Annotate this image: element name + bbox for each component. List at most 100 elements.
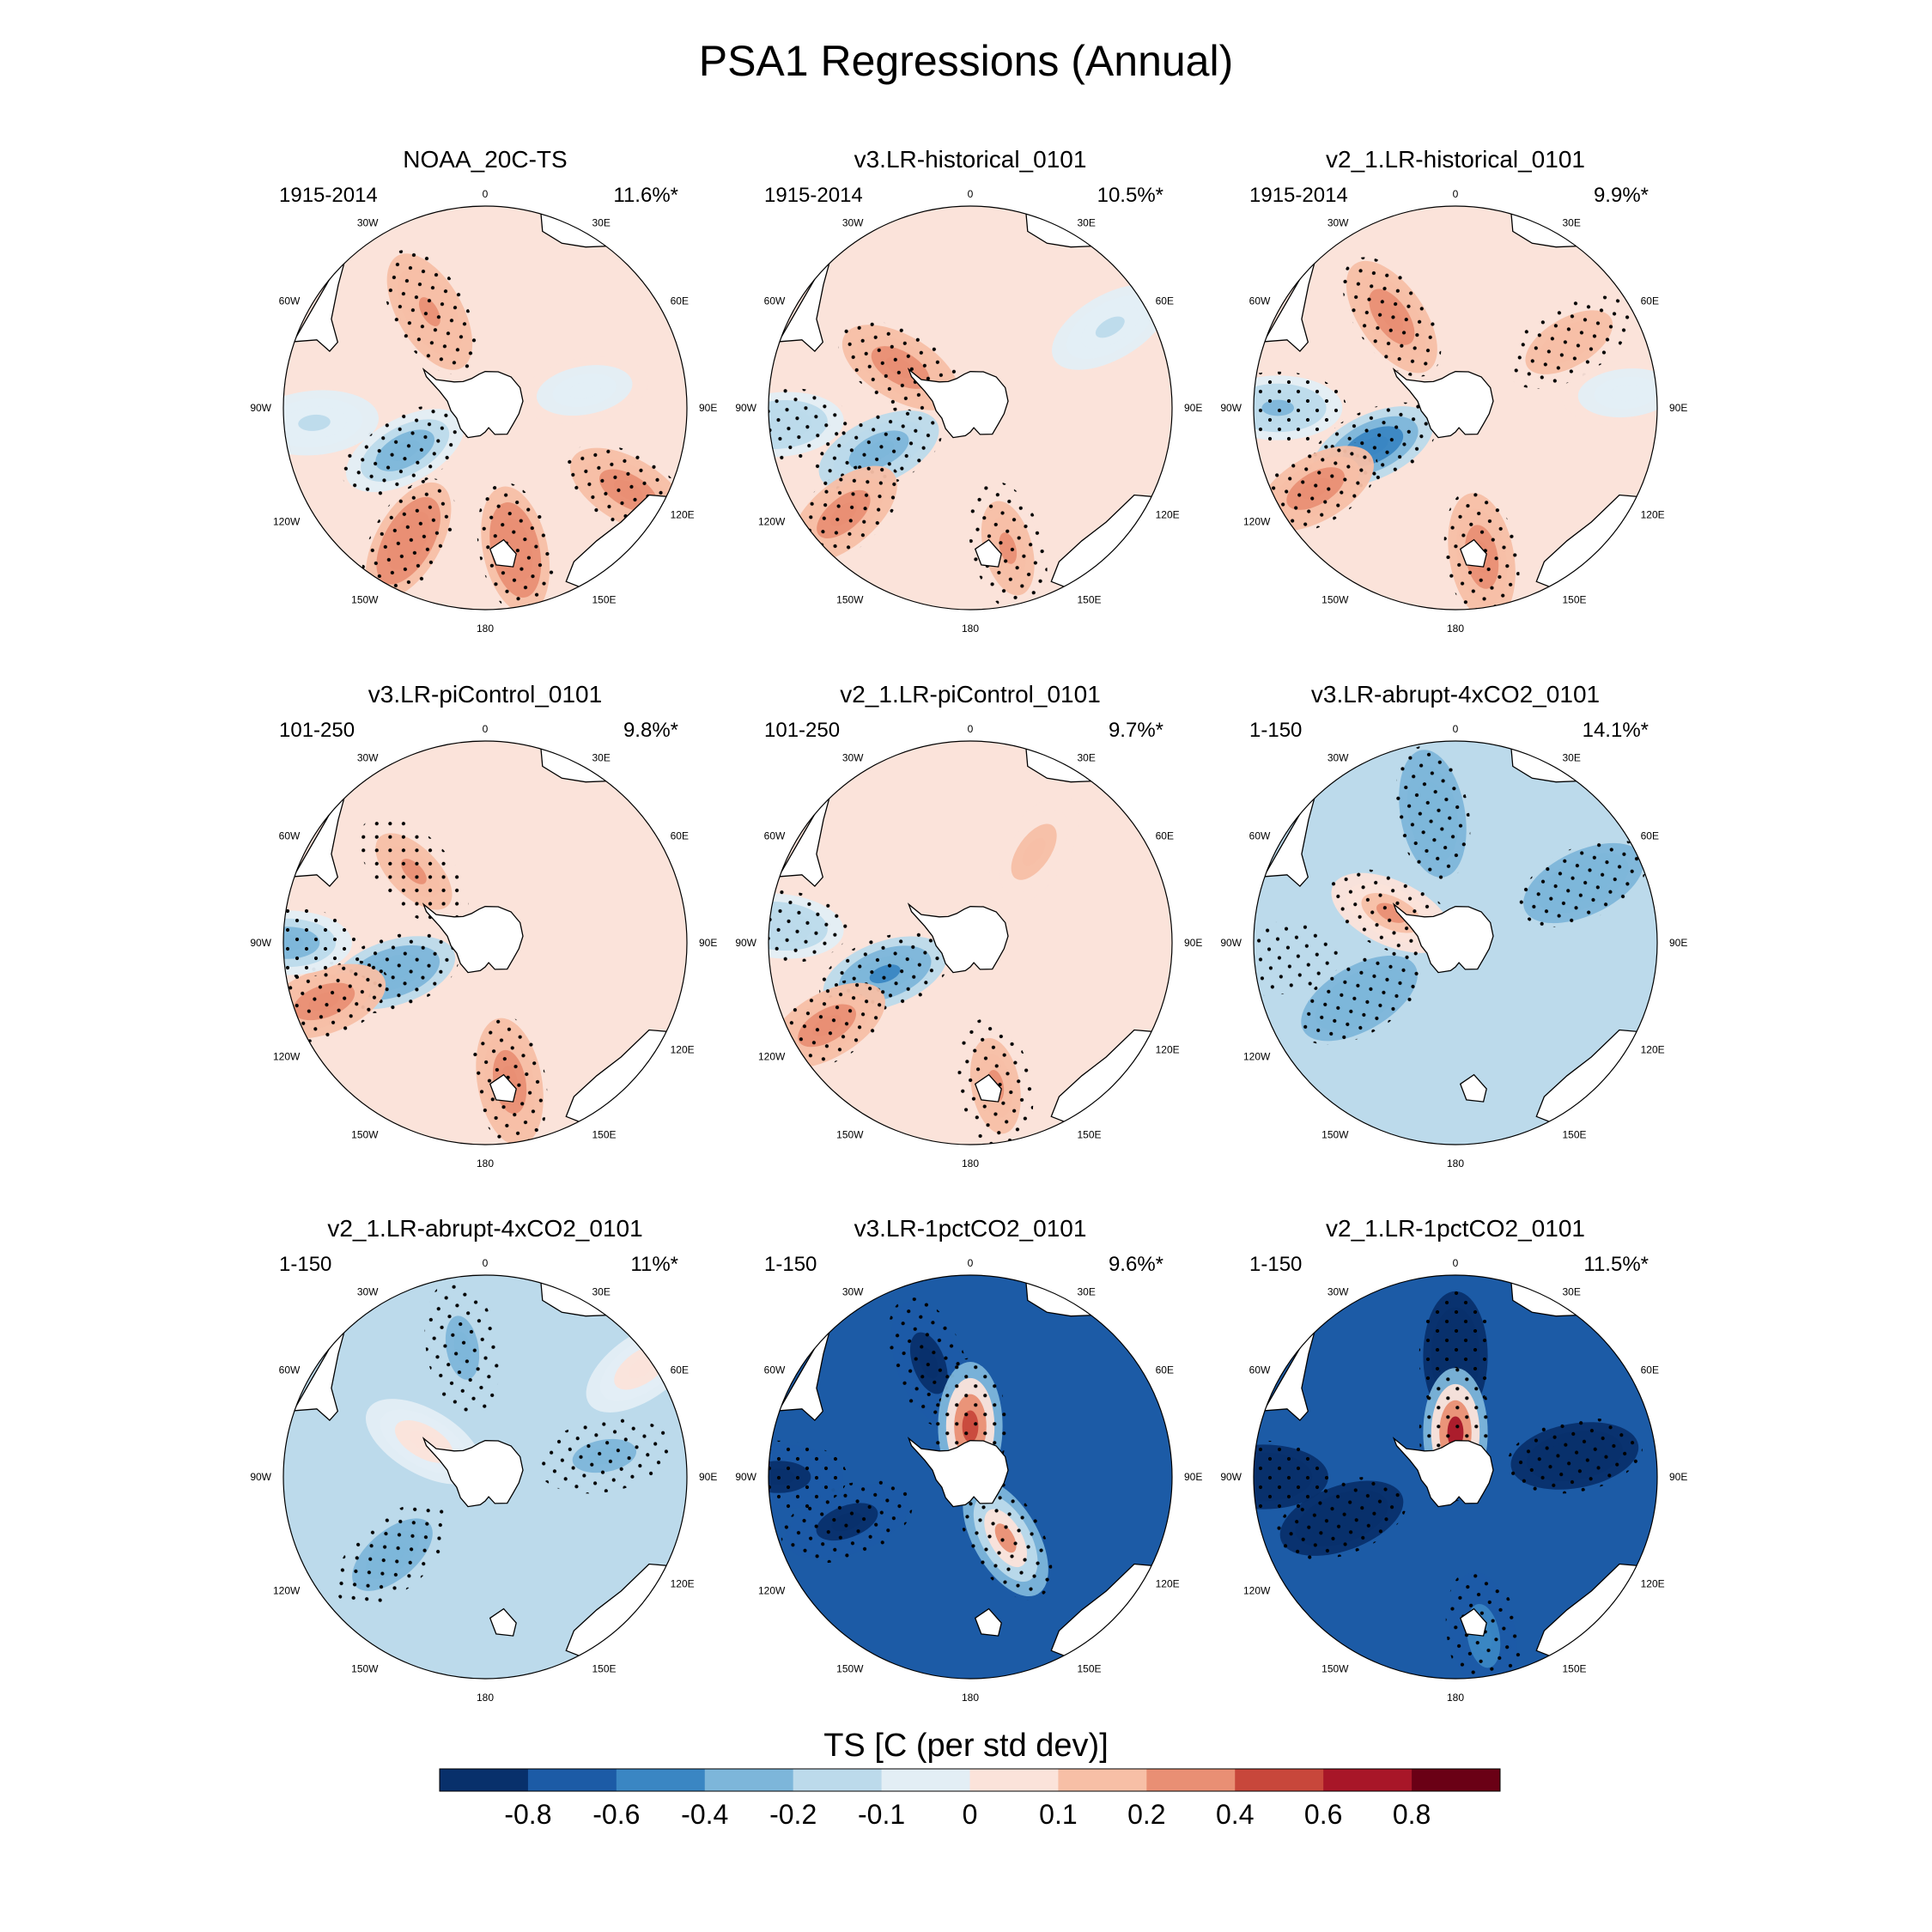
lon-label: 120W bbox=[273, 1585, 301, 1597]
panel-percent: 11%* bbox=[630, 1253, 678, 1276]
lon-label: 120W bbox=[1243, 516, 1271, 528]
panel-period: 1915-2014 bbox=[279, 184, 378, 207]
colorbar-swatch bbox=[881, 1769, 970, 1791]
colorbar-tick-label: 0.4 bbox=[1216, 1799, 1254, 1830]
panel-period: 101-250 bbox=[764, 719, 840, 742]
lon-label: 180 bbox=[1447, 623, 1464, 635]
panel-percent: 11.5%* bbox=[1583, 1253, 1649, 1276]
map-panel: 0 30E 60E 90E 120E 150E 180 150W 120W 90W 60W 30W v2… bbox=[1220, 146, 1687, 635]
lon-label: 120E bbox=[671, 509, 695, 521]
panel-title: NOAA_20C-TS bbox=[403, 146, 567, 173]
map-panel: 0 30E 60E 90E 120E 150E 180 150W 120W 90W 60W 30W v3… bbox=[1220, 681, 1687, 1170]
antarctica bbox=[422, 902, 524, 974]
panel-percent: 9.7%* bbox=[1109, 719, 1163, 742]
lon-label: 30E bbox=[1078, 751, 1096, 763]
panel-title: v3.LR-abrupt-4xCO2_0101 bbox=[1311, 681, 1600, 708]
lon-label: 150W bbox=[351, 1663, 379, 1675]
colorbar-swatch bbox=[1235, 1769, 1324, 1791]
lon-label: 0 bbox=[968, 723, 974, 735]
lon-label: 0 bbox=[1453, 188, 1459, 200]
lon-label: 90W bbox=[250, 937, 271, 949]
lon-label: 0 bbox=[968, 188, 974, 200]
lon-label: 0 bbox=[1453, 1257, 1459, 1269]
map-panel: 0 30E 60E 90E 120E 150E 180 150W 120W 90W 60W 30W v3… bbox=[250, 681, 717, 1170]
colorbar-swatch bbox=[527, 1769, 617, 1791]
colorbar-tick-label: 0 bbox=[963, 1799, 978, 1830]
significance-stipple bbox=[335, 1502, 450, 1607]
lon-label: 180 bbox=[962, 1157, 979, 1170]
lon-label: 60E bbox=[1641, 830, 1659, 842]
colorbar-frame bbox=[439, 1768, 1501, 1792]
contour-band bbox=[1095, 316, 1125, 338]
lon-label: 90E bbox=[1669, 937, 1687, 949]
lon-label: 90W bbox=[1220, 1471, 1242, 1483]
lon-label: 30W bbox=[357, 751, 379, 763]
lon-label: 60E bbox=[1641, 295, 1659, 307]
panel-percent: 9.9%* bbox=[1594, 184, 1649, 207]
lon-label: 60E bbox=[1641, 1364, 1659, 1376]
colorbar-tick-label: -0.1 bbox=[858, 1799, 905, 1830]
lon-label: 30E bbox=[592, 1285, 611, 1297]
panel-period: 1-150 bbox=[1249, 719, 1302, 742]
lon-label: 60W bbox=[279, 295, 301, 307]
map-panel: 0 30E 60E 90E 120E 150E 180 150W 120W 90W 60W 30W v2… bbox=[250, 1215, 717, 1704]
significance-stipple bbox=[968, 481, 1048, 610]
lon-label: 90E bbox=[1669, 1471, 1687, 1483]
lon-label: 120W bbox=[1243, 1585, 1271, 1597]
lon-label: 30W bbox=[1327, 751, 1349, 763]
lon-label: 60E bbox=[671, 1364, 689, 1376]
lon-label: 150W bbox=[351, 1129, 379, 1141]
contour-band bbox=[1022, 837, 1046, 866]
significance-stipple bbox=[358, 816, 469, 927]
panel-title: v3.LR-historical_0101 bbox=[854, 146, 1087, 173]
colorbar-swatch bbox=[1058, 1769, 1147, 1791]
lon-label: 60E bbox=[1156, 830, 1174, 842]
land-mass bbox=[489, 1073, 517, 1103]
lon-label: 120W bbox=[273, 1051, 301, 1063]
panel-title: v2_1.LR-1pctCO2_0101 bbox=[1326, 1215, 1585, 1242]
lon-label: 30W bbox=[1327, 216, 1349, 228]
panel-title: v2_1.LR-historical_0101 bbox=[1326, 146, 1585, 173]
lon-label: 120E bbox=[671, 1044, 695, 1056]
contour-band bbox=[568, 381, 601, 399]
lon-label: 30W bbox=[357, 216, 379, 228]
panel-percent: 11.6%* bbox=[613, 184, 678, 207]
lon-label: 0 bbox=[968, 1257, 974, 1269]
lon-label: 120W bbox=[1243, 1051, 1271, 1063]
land-mass bbox=[489, 538, 517, 568]
lon-label: 30W bbox=[842, 751, 864, 763]
lon-label: 150E bbox=[1563, 594, 1587, 606]
land-mass bbox=[974, 1073, 1002, 1103]
colorbar-swatch bbox=[440, 1769, 529, 1791]
lon-label: 60W bbox=[279, 1364, 301, 1376]
field-layer bbox=[1254, 206, 1657, 610]
significance-stipple bbox=[536, 1418, 672, 1494]
lon-label: 180 bbox=[1447, 1692, 1464, 1704]
lon-label: 60W bbox=[279, 830, 301, 842]
map-boundary bbox=[768, 205, 1173, 611]
map-boundary bbox=[1253, 205, 1658, 611]
map-boundary bbox=[1253, 740, 1658, 1145]
lon-label: 30E bbox=[1563, 1285, 1581, 1297]
significance-stipple bbox=[1342, 257, 1442, 377]
significance-stipple bbox=[1254, 1440, 1333, 1514]
land-mass bbox=[489, 1607, 517, 1637]
antarctica bbox=[907, 1437, 1009, 1508]
field-layer bbox=[283, 1275, 687, 1679]
lon-label: 150E bbox=[1563, 1129, 1587, 1141]
significance-stipple bbox=[769, 387, 848, 462]
panel-title: v3.LR-1pctCO2_0101 bbox=[854, 1215, 1087, 1242]
antarctica bbox=[1392, 902, 1494, 974]
lon-label: 90W bbox=[1220, 402, 1242, 414]
significance-stipple bbox=[424, 1279, 501, 1416]
significance-stipple bbox=[1519, 839, 1648, 927]
panel-percent: 14.1%* bbox=[1583, 719, 1649, 742]
contour-band bbox=[1610, 385, 1643, 402]
lon-label: 30W bbox=[357, 1285, 379, 1297]
lon-label: 150E bbox=[1078, 1129, 1102, 1141]
lon-label: 60W bbox=[764, 1364, 786, 1376]
map-boundary bbox=[1253, 1274, 1658, 1680]
field-layer bbox=[1254, 741, 1657, 1145]
lon-label: 180 bbox=[962, 623, 979, 635]
lon-label: 30W bbox=[842, 1285, 864, 1297]
